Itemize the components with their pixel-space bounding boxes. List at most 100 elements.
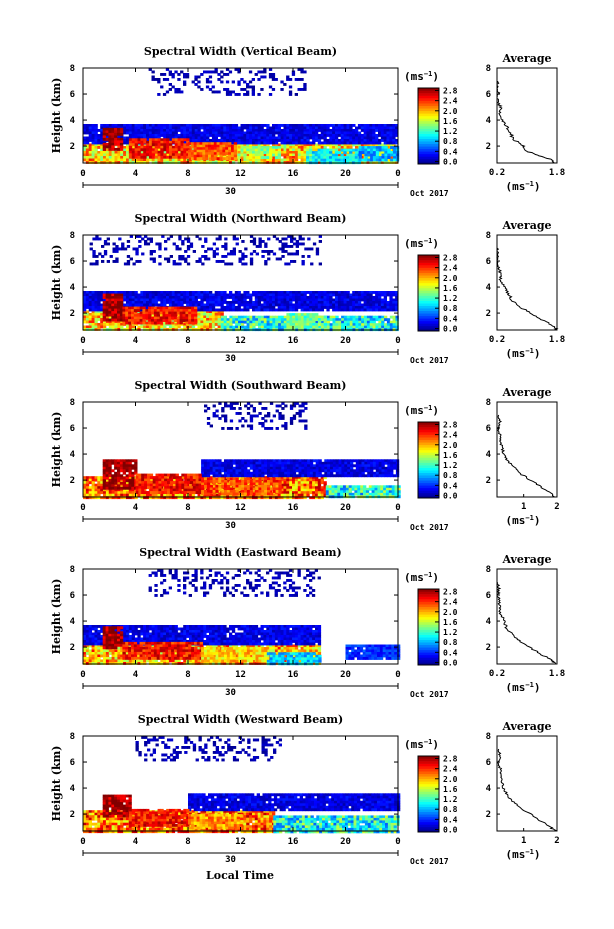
heatmap-cell <box>315 131 319 135</box>
heatmap-cell <box>289 139 293 142</box>
colorbar-segment <box>418 95 439 99</box>
heatmap-cell <box>105 311 109 314</box>
heatmap-cell <box>349 139 353 142</box>
heatmap-cell <box>254 126 259 130</box>
heatmap-cell <box>315 298 319 302</box>
colorbar-segment <box>418 138 439 142</box>
heatmap-cell <box>194 293 198 297</box>
heatmap-cell <box>360 129 365 132</box>
heatmap-cell <box>136 316 140 320</box>
heatmap-cell <box>180 148 184 152</box>
heatmap-cell <box>174 143 179 147</box>
heatmap-cell <box>284 237 288 241</box>
heatmap-cell <box>134 158 138 162</box>
x-tick-label: 4 <box>133 336 139 346</box>
heatmap-cell <box>244 247 248 251</box>
heatmap-cell <box>213 152 218 156</box>
heatmap-cell <box>272 323 276 327</box>
heatmap-cell <box>301 315 305 319</box>
heatmap-cell <box>146 136 150 140</box>
heatmap-cell <box>280 158 284 162</box>
heatmap-cell <box>160 138 164 142</box>
heatmap-cell <box>156 311 160 315</box>
heatmap-cell <box>146 124 150 127</box>
heatmap-cell <box>92 252 96 256</box>
heatmap-cell <box>248 70 253 74</box>
heatmap-cell <box>280 136 284 140</box>
heatmap-cell <box>295 242 299 246</box>
heatmap-cell <box>286 301 290 304</box>
heatmap-cell <box>249 240 254 243</box>
heatmap-cell <box>140 291 144 294</box>
heatmap-cell <box>222 142 226 146</box>
heatmap-cell <box>85 151 90 154</box>
heatmap-cell <box>332 148 336 152</box>
heatmap-cell <box>383 293 387 297</box>
heatmap-cell <box>266 308 270 312</box>
heatmap-cell <box>148 124 153 127</box>
heatmap-cell <box>154 296 158 299</box>
heatmap-cell <box>200 310 204 314</box>
heatmap-cell <box>140 161 144 164</box>
heatmap-cell <box>389 315 394 319</box>
heatmap-cell <box>83 315 87 319</box>
heatmap-cell <box>176 319 181 322</box>
heatmap-cell <box>258 240 262 243</box>
heatmap-cell <box>226 139 230 142</box>
heatmap-cell <box>274 301 279 304</box>
heatmap-cell <box>340 146 344 149</box>
heatmap-cell <box>300 293 304 297</box>
heatmap-cell <box>181 240 185 243</box>
heatmap-cell <box>105 301 109 304</box>
heatmap-cell <box>315 296 319 299</box>
heatmap-cell <box>194 291 198 294</box>
heatmap-cell <box>148 134 153 137</box>
heatmap-cell <box>83 325 87 329</box>
heatmap-cell <box>306 303 310 307</box>
heatmap-cell <box>176 316 181 320</box>
heatmap-cell <box>252 308 256 312</box>
heatmap-cell <box>186 301 190 304</box>
heatmap-cell <box>228 90 233 94</box>
heatmap-cell <box>160 298 164 302</box>
heatmap-cell <box>354 158 359 162</box>
heatmap-cell <box>229 131 233 135</box>
heatmap-cell <box>364 148 368 152</box>
heatmap-cell <box>186 293 190 297</box>
y-tick-label: 8 <box>70 231 75 241</box>
heatmap-cell <box>243 153 247 157</box>
heatmap-cell <box>174 134 178 137</box>
heatmap-cell <box>184 260 188 263</box>
heatmap-cell <box>196 144 200 148</box>
heatmap-cell <box>211 318 216 321</box>
heatmap-cell <box>199 147 203 151</box>
heatmap-cell <box>191 319 195 322</box>
day-label: 30 <box>225 354 236 364</box>
heatmap-cell <box>289 161 293 164</box>
heatmap-cell <box>183 80 187 84</box>
heatmap-cell <box>360 143 365 147</box>
heatmap-cell <box>180 124 184 127</box>
heatmap-cell <box>323 303 327 307</box>
heatmap-cell <box>231 154 235 158</box>
heatmap-cell <box>177 148 181 152</box>
y-tick-label: 6 <box>70 257 75 267</box>
heatmap-cell <box>352 320 356 324</box>
heatmap-cell <box>229 161 233 164</box>
heatmap-cell <box>284 250 288 253</box>
heatmap-cell <box>392 136 396 140</box>
heatmap-cell <box>217 124 221 127</box>
heatmap-cell <box>378 148 382 152</box>
heatmap-cell <box>200 306 204 309</box>
heatmap-cell <box>378 141 382 145</box>
heatmap-cell <box>315 325 319 329</box>
heatmap-cell <box>177 301 181 304</box>
heatmap-cell <box>315 143 319 147</box>
heatmap-cell <box>272 129 276 132</box>
heatmap-cell <box>108 140 112 144</box>
heatmap-cell <box>346 298 350 302</box>
heatmap-cell <box>85 131 90 135</box>
heatmap-cell <box>120 151 124 154</box>
heatmap-cell <box>380 139 385 142</box>
heatmap-cell <box>246 325 250 329</box>
